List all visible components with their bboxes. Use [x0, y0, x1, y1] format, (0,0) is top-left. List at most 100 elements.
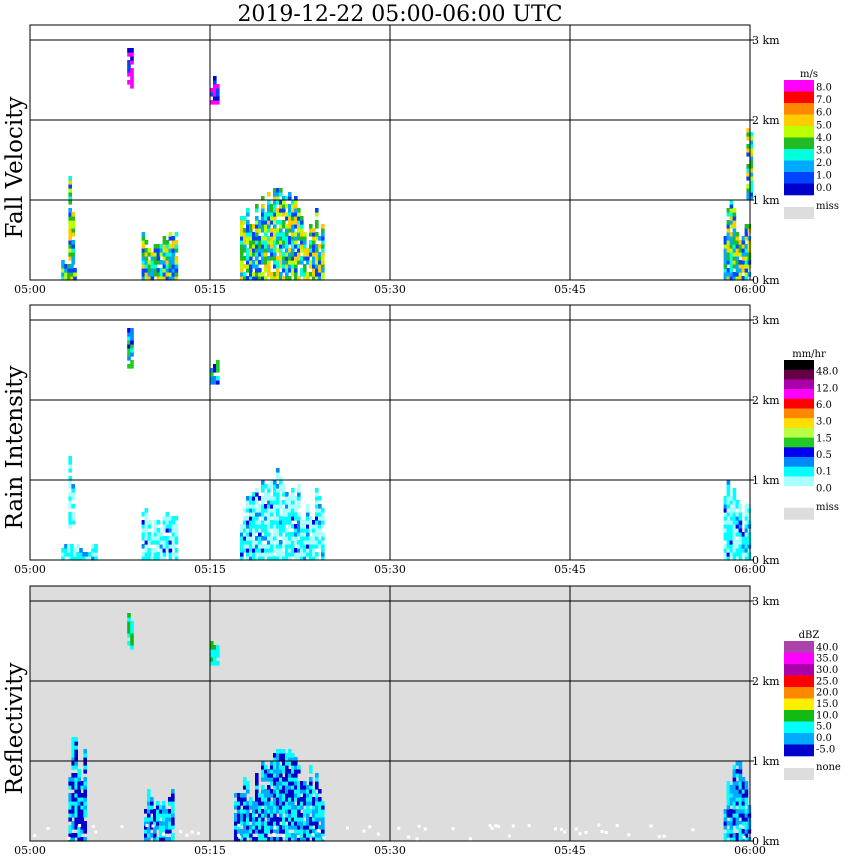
echo-cell [735, 761, 740, 766]
echo-cell [141, 524, 146, 529]
echo-cell [746, 196, 750, 201]
echo-cell [729, 252, 734, 257]
legend-label: 1.0 [816, 171, 832, 182]
echo-cell [71, 757, 75, 762]
echo-cell [747, 813, 752, 818]
echo-cell [273, 805, 277, 810]
echo-cell [252, 264, 256, 269]
echo-cell [315, 496, 319, 501]
echo-cell [64, 552, 68, 557]
echo-cell [68, 220, 72, 225]
echo-cell [74, 797, 78, 802]
echo-cell [252, 240, 256, 245]
echo-cell [285, 837, 289, 842]
echo-cell [243, 544, 247, 549]
echo-cell [130, 360, 134, 365]
echo-cell [71, 520, 75, 525]
echo-cell [74, 833, 78, 838]
echo-cell [234, 801, 238, 806]
echo-cell [732, 220, 737, 225]
echo-cell [243, 520, 247, 525]
echo-cell [273, 837, 277, 842]
echo-cell [270, 761, 274, 766]
legend-swatch [784, 447, 814, 458]
echo-cell [303, 268, 307, 273]
legend-swatch [784, 379, 814, 390]
echo-cell [312, 524, 316, 529]
echo-cell [735, 248, 740, 253]
echo-cell [144, 508, 149, 513]
echo-cell [255, 556, 259, 561]
echo-cell [321, 552, 325, 557]
echo-cell [153, 556, 158, 561]
echo-cell [291, 793, 295, 798]
echo-cell [174, 548, 179, 553]
echo-cell [282, 212, 286, 217]
y-tick-label: 1 km [752, 194, 780, 207]
echo-cell [156, 272, 161, 277]
echo-cell [127, 68, 131, 73]
echo-cell [213, 100, 217, 105]
echo-cell [291, 833, 295, 838]
echo-cell [303, 524, 307, 529]
echo-cell [267, 544, 271, 549]
echo-cell [321, 825, 325, 830]
echo-cell [162, 272, 167, 277]
echo-cell [270, 821, 274, 826]
echo-cell [74, 789, 78, 794]
echo-cell [321, 260, 325, 265]
echo-cell [147, 837, 151, 842]
echo-cell [276, 492, 280, 497]
echo-cell [267, 248, 271, 253]
echo-cell [282, 801, 286, 806]
echo-cell [726, 809, 731, 814]
echo-cell [735, 520, 740, 525]
echo-cell [315, 512, 319, 517]
echo-cell [738, 765, 743, 770]
echo-cell [291, 504, 295, 509]
echo-cell [747, 272, 752, 277]
echo-cell [147, 829, 151, 834]
echo-region [127, 613, 134, 650]
clutter-cell [397, 826, 401, 830]
echo-cell [130, 629, 134, 634]
echo-cell [282, 200, 286, 205]
echo-cell [297, 236, 301, 241]
echo-cell [71, 741, 75, 746]
echo-cell [252, 512, 256, 517]
echo-cell [165, 276, 170, 281]
echo-cell [297, 216, 301, 221]
echo-cell [729, 200, 734, 205]
echo-cell [213, 76, 217, 81]
echo-cell [264, 829, 268, 834]
echo-cell [318, 837, 322, 842]
echo-cell [312, 244, 316, 249]
echo-cell [741, 809, 746, 814]
echo-cell [71, 504, 75, 509]
echo-cell [315, 492, 319, 497]
echo-cell [147, 552, 152, 557]
echo-cell [288, 504, 292, 509]
echo-cell [162, 540, 167, 545]
echo-cell [246, 256, 250, 261]
echo-cell [297, 825, 301, 830]
echo-cell [255, 488, 259, 493]
echo-cell [294, 516, 298, 521]
echo-cell [294, 761, 298, 766]
echo-cell [285, 232, 289, 237]
echo-cell [749, 152, 753, 157]
echo-cell [288, 248, 292, 253]
echo-cell [273, 212, 277, 217]
echo-cell [738, 837, 743, 842]
legend-label: 0.0 [816, 483, 832, 494]
echo-cell [315, 793, 319, 798]
echo-cell [303, 252, 307, 257]
echo-cell [291, 256, 295, 261]
echo-cell [738, 248, 743, 253]
echo-cell [61, 272, 65, 277]
echo-cell [216, 653, 220, 658]
echo-cell [270, 829, 274, 834]
echo-cell [162, 516, 167, 521]
x-tick-label: 05:45 [554, 283, 586, 296]
echo-cell [252, 524, 256, 529]
